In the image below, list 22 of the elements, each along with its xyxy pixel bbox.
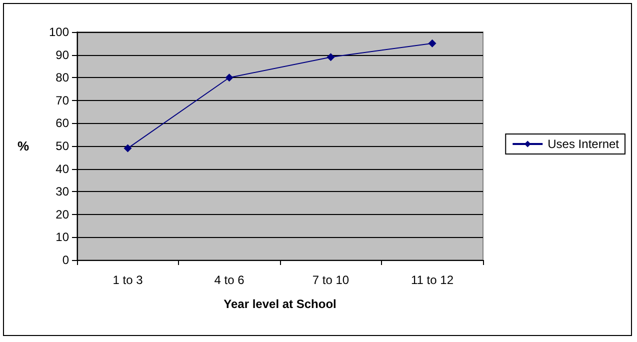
x-tick-label: 4 to 6 xyxy=(214,273,245,287)
x-tick-label: 7 to 10 xyxy=(312,273,350,287)
legend-label: Uses Internet xyxy=(548,137,620,151)
y-tick-label: 90 xyxy=(56,48,70,62)
point xyxy=(326,53,335,62)
x-tick-label: 1 to 3 xyxy=(112,273,144,287)
point xyxy=(124,144,132,152)
point xyxy=(225,74,234,82)
y-tick-label: 50 xyxy=(56,139,70,153)
y-tick-label: 10 xyxy=(56,230,70,244)
y-tick-label: 20 xyxy=(56,207,70,222)
y-tick-label: 70 xyxy=(56,93,70,108)
x-tick-label: 11 to 12 xyxy=(411,273,454,287)
point xyxy=(428,39,436,48)
y-axis-title: % xyxy=(17,138,30,154)
y-tick-label: 60 xyxy=(56,116,70,130)
y-tick-label: 0 xyxy=(62,253,70,267)
x-axis-title: Year level at School xyxy=(224,297,336,311)
y-tick-label: 40 xyxy=(56,162,70,176)
y-tick-label: 80 xyxy=(56,70,70,85)
y-tick-label: 30 xyxy=(56,184,70,199)
y-tick-label: 100 xyxy=(48,25,70,39)
